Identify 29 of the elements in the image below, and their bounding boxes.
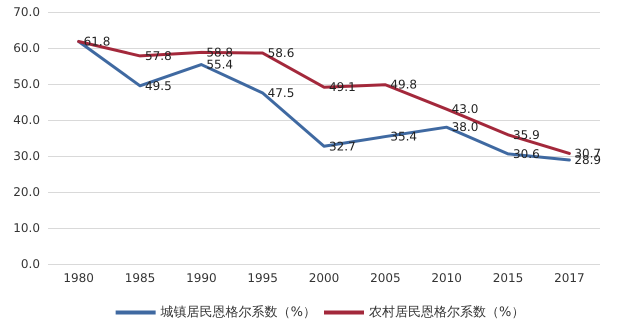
data-label: 35.9: [513, 128, 540, 142]
x-tick-label: 2017: [554, 271, 585, 285]
x-tick-label: 1995: [247, 271, 278, 285]
data-label: 49.8: [390, 78, 418, 92]
data-label: 49.1: [329, 80, 356, 94]
x-tick-label: 2000: [308, 271, 340, 285]
data-label: 61.8: [84, 34, 110, 49]
y-tick-label: 10.0: [13, 221, 40, 235]
x-tick-label: 1990: [186, 271, 217, 285]
legend-label: 农村居民恩格尔系数（%）: [369, 305, 524, 320]
y-tick-label: 40.0: [13, 113, 40, 127]
x-tick-label: 1985: [124, 271, 156, 285]
y-tick-label: 70.0: [13, 5, 40, 19]
x-tick-label: 2010: [431, 271, 462, 285]
x-tick-label: 1980: [63, 271, 94, 285]
y-tick-label: 30.0: [13, 149, 40, 163]
data-label: 55.4: [206, 58, 234, 72]
data-label: 49.5: [145, 78, 172, 93]
data-label: 58.6: [268, 46, 294, 60]
legend-label: 城镇居民恩格尔系数（%）: [160, 305, 316, 320]
data-label: 47.5: [268, 86, 294, 100]
x-tick-label: 2005: [370, 271, 401, 285]
y-tick-label: 0.0: [20, 257, 40, 271]
y-tick-label: 60.0: [13, 41, 40, 55]
y-tick-label: 20.0: [13, 185, 40, 199]
data-label: 38.0: [452, 120, 478, 134]
data-label: 43.0: [452, 102, 478, 116]
x-tick-label: 2015: [492, 271, 524, 285]
y-tick-label: 50.0: [13, 77, 40, 91]
